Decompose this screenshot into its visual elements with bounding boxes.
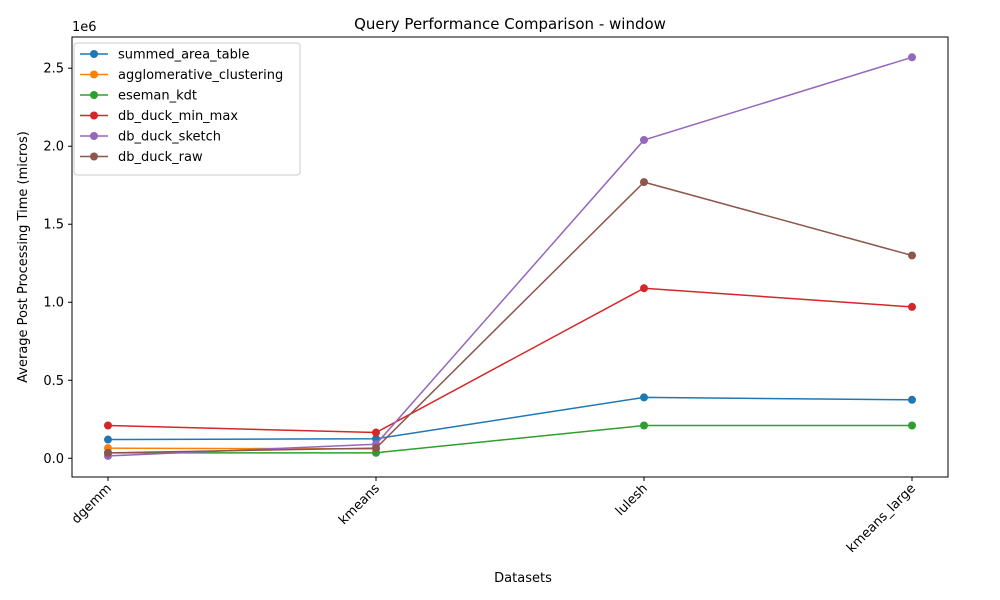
data-point: [640, 284, 648, 293]
y-tick-label: 0.0: [43, 452, 64, 467]
legend-label: db_duck_min_max: [118, 109, 238, 124]
y-tick-label: 0.5: [43, 374, 64, 389]
series-line: [107, 181, 913, 454]
y-tick-label: 1.0: [43, 296, 64, 311]
legend-marker: [90, 91, 98, 99]
legend: summed_area_table agglomerative_clusterin…: [73, 42, 301, 176]
legend-marker: [90, 111, 98, 120]
data-point: [104, 435, 112, 444]
y-tick-label: 2.0: [43, 140, 64, 155]
plot-frame: [71, 36, 949, 478]
series-summed_area_table: [104, 393, 916, 444]
x-tick-label: kmeans_large: [844, 481, 919, 556]
legend-box: [73, 42, 301, 176]
x-axis-title: Datasets: [494, 571, 552, 586]
data-point: [640, 421, 648, 430]
legend-marker: [90, 70, 98, 79]
data-point: [372, 444, 380, 453]
data-point: [908, 53, 916, 62]
data-point: [640, 178, 648, 187]
y-offset-label: 1e6: [72, 20, 97, 35]
data-point: [908, 302, 916, 311]
x-tick-label: lulesh: [613, 481, 651, 519]
x-tick-label: kmeans: [336, 481, 383, 528]
legend-label: db_duck_sketch: [118, 130, 221, 145]
data-point: [640, 135, 648, 144]
legend-item: db_duck_min_max: [80, 109, 238, 124]
data-point: [640, 393, 648, 402]
series-line: [107, 396, 913, 441]
data-point: [104, 448, 112, 457]
data-point: [908, 421, 916, 430]
chart-title: Query Performance Comparison - window: [354, 15, 666, 33]
legend-item: agglomerative_clustering: [80, 68, 283, 83]
legend-item: db_duck_raw: [80, 150, 203, 165]
legend-label: agglomerative_clustering: [118, 68, 283, 83]
legend-item: eseman_kdt: [80, 89, 197, 104]
series-db_duck_raw: [104, 178, 916, 457]
y-tick-label: 1.5: [43, 218, 64, 233]
y-axis-title: Average Post Processing Time (micros): [16, 131, 31, 383]
x-tick-label: dgemm: [69, 481, 115, 527]
series-line: [107, 287, 913, 434]
legend-item: db_duck_sketch: [80, 130, 221, 145]
series-db_duck_min_max: [104, 284, 916, 437]
legend-label: db_duck_raw: [118, 150, 203, 165]
data-point: [104, 421, 112, 430]
legend-marker: [90, 132, 98, 140]
legend-marker: [90, 152, 98, 161]
legend-marker: [90, 50, 98, 58]
data-point: [908, 395, 916, 404]
series-line: [108, 424, 912, 454]
data-point: [908, 251, 916, 260]
legend-label: summed_area_table: [118, 48, 250, 63]
data-point: [372, 428, 380, 437]
legend-label: eseman_kdt: [118, 89, 197, 104]
legend-item: summed_area_table: [80, 48, 250, 63]
y-tick-label: 2.5: [43, 62, 64, 77]
plot-area: [104, 53, 916, 460]
